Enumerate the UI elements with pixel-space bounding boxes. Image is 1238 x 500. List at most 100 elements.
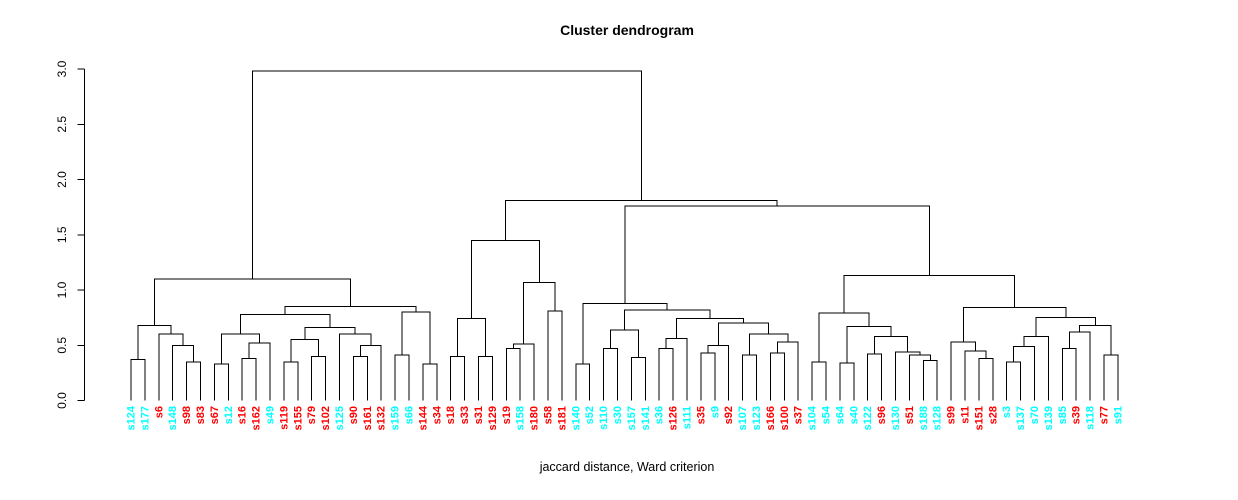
leaf-label: s118 xyxy=(1085,406,1097,430)
leaf-label: s85 xyxy=(1057,406,1069,424)
dendrogram-branch xyxy=(359,344,382,401)
dendrogram-branch xyxy=(252,70,642,279)
dendrogram-branch xyxy=(457,318,486,357)
leaf-label: s96 xyxy=(876,406,888,424)
dendrogram-branch xyxy=(811,361,827,401)
dendrogram-branch xyxy=(717,322,770,346)
dendrogram-branch xyxy=(867,353,883,401)
leaf-label: s11 xyxy=(960,406,972,424)
dendrogram-branch xyxy=(843,275,1016,314)
leaf-label: s58 xyxy=(543,406,555,424)
dendrogram-branch xyxy=(284,306,417,315)
leaf-label: s188 xyxy=(918,406,930,430)
leaf-label: s16 xyxy=(237,406,249,424)
leaf-label: s144 xyxy=(417,405,429,430)
leaf-label: s180 xyxy=(529,406,541,430)
leaf-label: s151 xyxy=(973,406,985,430)
leaf-label: s70 xyxy=(1029,406,1041,424)
dendrogram-branch xyxy=(922,360,938,401)
dendrogram-branch xyxy=(707,344,730,401)
dendrogram-branch xyxy=(776,341,799,401)
dendrogram-branch xyxy=(769,352,785,401)
leaf-label: s99 xyxy=(946,406,958,424)
dendrogram-branch xyxy=(603,348,618,401)
leaf-label: s128 xyxy=(932,406,944,430)
dendrogram-branch xyxy=(700,352,716,401)
leaf-label: s148 xyxy=(167,406,179,430)
leaf-label: s162 xyxy=(251,406,263,430)
leaf-label: s137 xyxy=(1015,406,1027,430)
dendrogram-branch xyxy=(1006,361,1022,401)
leaf-label: s130 xyxy=(890,406,902,430)
y-axis-tick-label: 1.5 xyxy=(55,226,69,243)
leaf-label: s52 xyxy=(584,406,596,424)
leaf-label: s19 xyxy=(501,406,513,424)
leaf-label: s66 xyxy=(404,406,416,424)
dendrogram-branch xyxy=(908,354,931,401)
dendrogram-branch xyxy=(504,199,778,241)
dendrogram-branch xyxy=(665,338,688,401)
leaf-label: s3 xyxy=(1001,406,1013,418)
dendrogram-branch xyxy=(241,358,257,401)
dendrogram-branch xyxy=(874,335,909,355)
y-axis-tick-label: 0.5 xyxy=(55,337,69,354)
dendrogram-branch xyxy=(304,327,356,340)
leaf-label: s54 xyxy=(821,405,833,424)
dendrogram-branch xyxy=(839,362,855,401)
leaf-label: s49 xyxy=(265,406,277,424)
dendrogram-branch xyxy=(1035,317,1096,337)
leaf-label: s35 xyxy=(695,406,707,424)
y-axis-tick-label: 1.0 xyxy=(55,281,69,298)
dendrogram-branch xyxy=(153,278,352,326)
dendrogram-branch xyxy=(964,350,987,401)
dendrogram-branch xyxy=(283,361,299,401)
leaf-label: s157 xyxy=(626,406,638,430)
chart-xlabel: jaccard distance, Ward criterion xyxy=(539,460,715,474)
dendrogram-branch xyxy=(352,355,368,401)
leaf-label: s6 xyxy=(153,406,165,418)
dendrogram-branch xyxy=(582,302,668,365)
leaf-label: s33 xyxy=(459,406,471,424)
leaf-label: s64 xyxy=(834,405,846,424)
leaf-label: s83 xyxy=(195,406,207,424)
y-axis-tick-label: 2.0 xyxy=(55,171,69,188)
dendrogram-branch xyxy=(547,310,563,401)
leaf-label: s132 xyxy=(376,406,388,430)
leaf-label: s100 xyxy=(779,406,791,430)
leaf-label: s122 xyxy=(862,406,874,430)
dendrogram-branch xyxy=(478,355,493,401)
dendrogram-branch xyxy=(1068,331,1091,401)
leaf-label: s36 xyxy=(654,406,666,424)
dendrogram-branch xyxy=(610,329,639,358)
dendrogram-branch xyxy=(523,281,556,345)
dendrogram-branch xyxy=(742,354,757,401)
leaf-label: s104 xyxy=(807,405,819,430)
y-axis-tick-label: 2.5 xyxy=(55,116,69,133)
dendrogram-branch xyxy=(1023,335,1049,401)
dendrogram-branch xyxy=(962,307,1067,342)
leaf-label: s110 xyxy=(598,406,610,430)
dendrogram-branch xyxy=(1103,354,1119,401)
dendrogram-branch xyxy=(130,359,146,401)
leaf-label: s123 xyxy=(751,406,763,430)
leaf-label: s140 xyxy=(570,406,582,430)
dendrogram-branch xyxy=(818,312,870,362)
leaf-label: s126 xyxy=(668,406,680,430)
dendrogram-branch xyxy=(676,318,744,339)
leaf-label: s166 xyxy=(765,406,777,430)
dendrogram-branch xyxy=(1013,345,1035,401)
leaf-label: s102 xyxy=(320,406,332,430)
leaf-label: s90 xyxy=(348,406,360,424)
dendrogram-branch xyxy=(311,355,327,401)
dendrogram-branch xyxy=(846,325,892,363)
dendrogram-branch xyxy=(623,309,711,330)
leaf-label: s119 xyxy=(278,406,290,430)
leaf-label: s9 xyxy=(709,406,721,418)
dendrogram-branch xyxy=(505,348,521,401)
dendrogram-branch xyxy=(1079,324,1112,356)
leaf-label: s158 xyxy=(515,406,527,430)
dendrogram-branch xyxy=(158,333,184,401)
dendrogram-branch xyxy=(895,351,921,401)
